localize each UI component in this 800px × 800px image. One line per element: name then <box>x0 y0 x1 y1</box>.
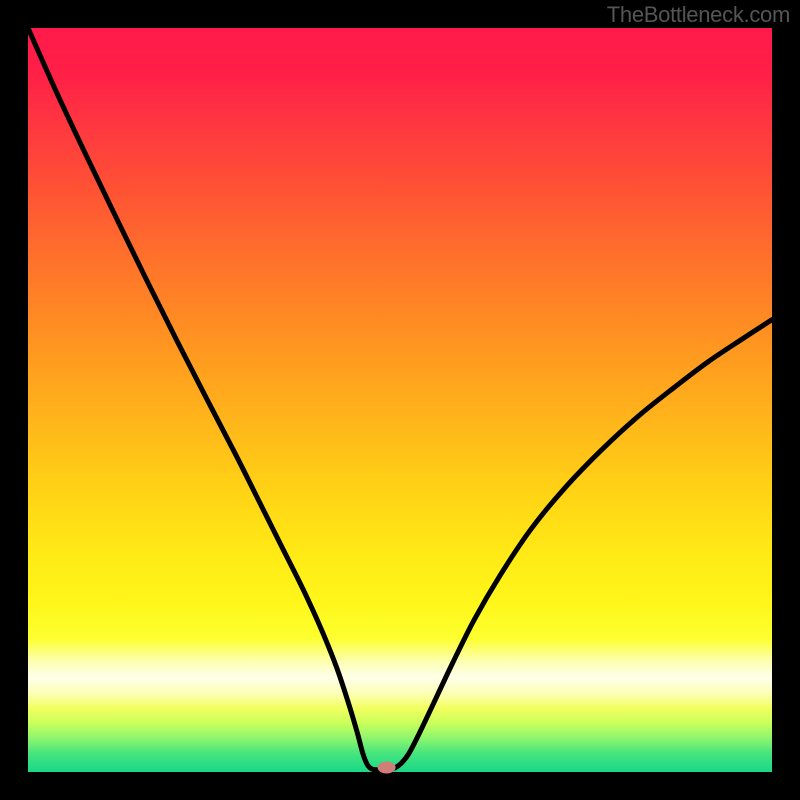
attribution-label: TheBottleneck.com <box>607 2 790 28</box>
chart-container: TheBottleneck.com <box>0 0 800 800</box>
optimal-point-marker <box>378 762 396 774</box>
bottleneck-chart <box>0 0 800 800</box>
